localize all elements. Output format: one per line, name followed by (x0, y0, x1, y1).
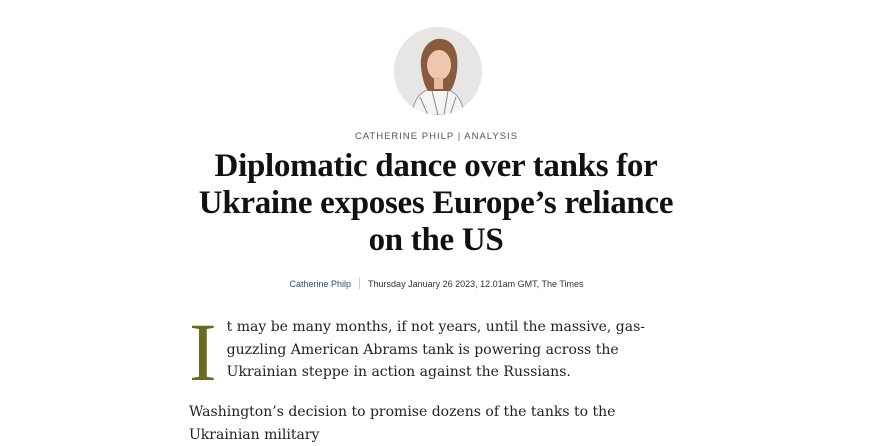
author-avatar (394, 27, 482, 115)
byline-divider (359, 278, 361, 289)
article-kicker: CATHERINE PHILP | ANALYSIS (354, 131, 519, 142)
headline: Diplomatic dance over tanks for Ukraine … (198, 148, 674, 258)
dateline: Thursday January 26 2023, 12.01am GMT, T… (368, 279, 584, 289)
author-link[interactable]: Catherine Philp (289, 279, 352, 289)
drop-cap: I (189, 306, 217, 398)
byline: Catherine Philp Thursday January 26 2023,… (0, 278, 873, 289)
paragraph-text: t may be many months, if not years, unti… (226, 319, 646, 380)
article-paragraph: Washington’s decision to promise dozens … (189, 404, 616, 443)
author-portrait-icon (394, 27, 482, 115)
